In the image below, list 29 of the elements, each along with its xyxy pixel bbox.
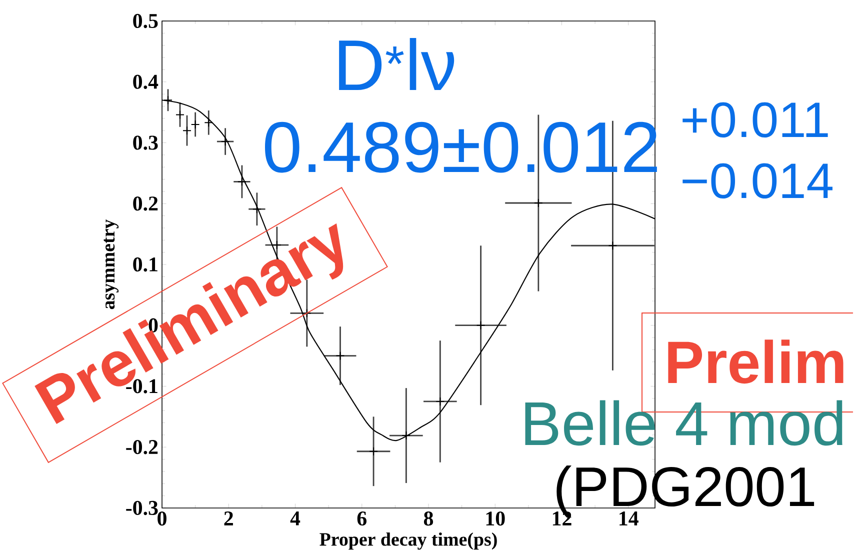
point	[176, 110, 184, 120]
x-tick-label: 10	[486, 512, 505, 526]
point	[237, 177, 246, 186]
x-tick-label: 6	[357, 511, 366, 526]
text: Prelim	[668, 340, 844, 384]
point	[476, 320, 486, 330]
x-tick-label: 8	[424, 512, 434, 526]
point	[436, 396, 445, 406]
point	[608, 241, 618, 250]
point	[252, 204, 262, 214]
point	[204, 118, 214, 128]
x-axis-title: Proper decay time(ps)	[320, 532, 497, 550]
y-tick-label: 0.5	[133, 14, 158, 28]
x-tick-label: 2	[224, 511, 233, 526]
annotation: D$^{*}$lν	[339, 38, 454, 90]
text: +0.011	[682, 102, 828, 138]
point	[182, 126, 192, 136]
y-tick-label: -0.3	[126, 500, 158, 516]
point	[369, 446, 378, 456]
point	[220, 137, 230, 146]
point	[402, 431, 411, 440]
point	[534, 198, 543, 208]
y-tick-label: 0.4	[133, 74, 158, 89]
y-tick-label: -0.2	[126, 440, 158, 454]
x-tick-label: 4	[290, 512, 300, 526]
point	[190, 120, 200, 129]
y-tick-label: 0.3	[133, 136, 158, 150]
y-tick-label: 0.2	[133, 196, 158, 211]
text: −0.014	[682, 163, 832, 198]
